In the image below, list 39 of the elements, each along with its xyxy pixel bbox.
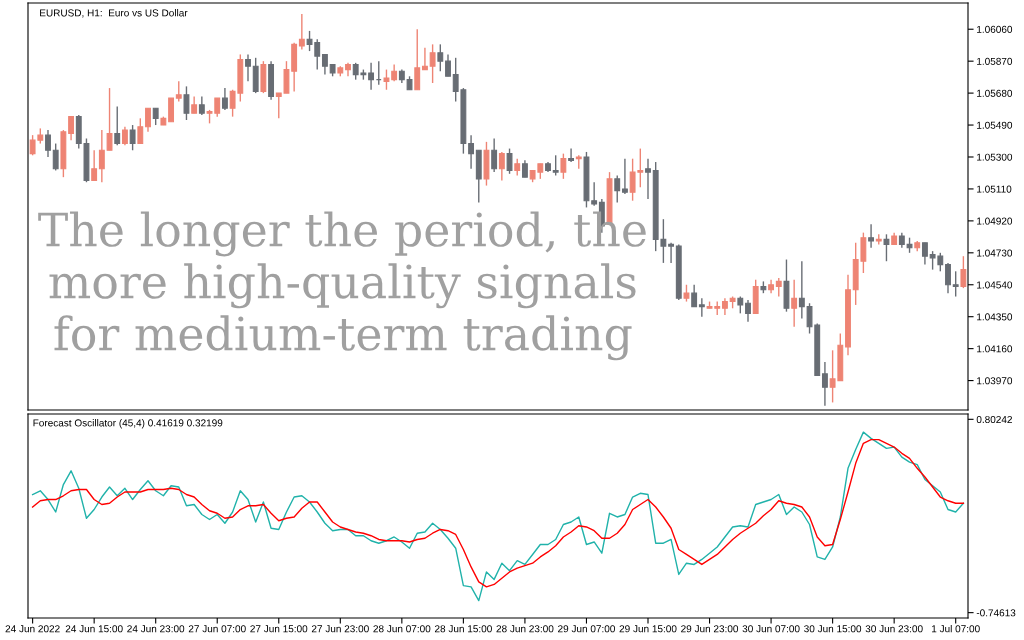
y-tick-label: 1.06060 xyxy=(977,25,1013,33)
candlestick xyxy=(552,154,559,177)
x-tick-label: 28 Jun 23:00 xyxy=(496,625,554,633)
y-tick-label: 1.04160 xyxy=(977,345,1013,353)
annotation: The longer the period, the more high-quality signals for medium-term trading xyxy=(38,211,646,361)
y-tick-label: 1.05300 xyxy=(977,153,1013,161)
x-tick-label: 29 Jun 07:00 xyxy=(558,625,615,633)
x-tick-label: 28 Jun 07:00 xyxy=(373,625,431,633)
x-tick-label: 24 Jun 15:00 xyxy=(65,625,123,633)
y-tick-label: -0.74613 xyxy=(976,609,1016,617)
candlestick xyxy=(437,43,444,72)
y-tick-label: 1.04350 xyxy=(977,313,1013,321)
x-tick-label: 1 Jul 07:00 xyxy=(931,624,980,633)
candlestick xyxy=(175,80,182,103)
x-tick-label: 29 Jun 23:00 xyxy=(681,625,739,633)
y-tick-label: 1.05110 xyxy=(977,185,1012,193)
x-tick-label: 30 Jun 07:00 xyxy=(742,625,800,633)
x-tick-label: 29 Jun 15:00 xyxy=(619,625,677,633)
y-tick-label: 1.04920 xyxy=(977,217,1013,225)
x-tick-label: 27 Jun 07:00 xyxy=(188,625,246,633)
x-tick-label: 24 Jun 2022 xyxy=(5,625,60,633)
x-tick-label: 30 Jun 23:00 xyxy=(865,625,923,633)
x-tick-label: 27 Jun 23:00 xyxy=(311,625,369,633)
x-tick-label: 24 Jun 23:00 xyxy=(127,625,185,633)
chart-title: Forecast Oscillator (45,4) 0.41619 0.32199 xyxy=(33,419,223,429)
y-tick-label: 1.05680 xyxy=(977,89,1013,97)
y-tick-label: 0.80242 xyxy=(976,415,1012,424)
candlestick xyxy=(168,97,175,123)
y-tick-label: 1.03970 xyxy=(977,377,1013,385)
y-tick-label: 1.04540 xyxy=(977,281,1013,289)
x-tick-label: 30 Jun 15:00 xyxy=(804,625,862,633)
candlestick xyxy=(383,68,390,91)
y-tick-label: 1.05870 xyxy=(977,57,1013,65)
x-tick-label: 28 Jun 15:00 xyxy=(434,625,492,633)
text: EURUSD, H1: Euro vs US Dollar xyxy=(40,9,188,18)
candlestick xyxy=(952,270,959,298)
x-tick-label: 27 Jun 15:00 xyxy=(250,625,308,633)
y-tick-label: 1.05490 xyxy=(977,121,1013,129)
y-tick-label: 1.04730 xyxy=(977,249,1013,257)
